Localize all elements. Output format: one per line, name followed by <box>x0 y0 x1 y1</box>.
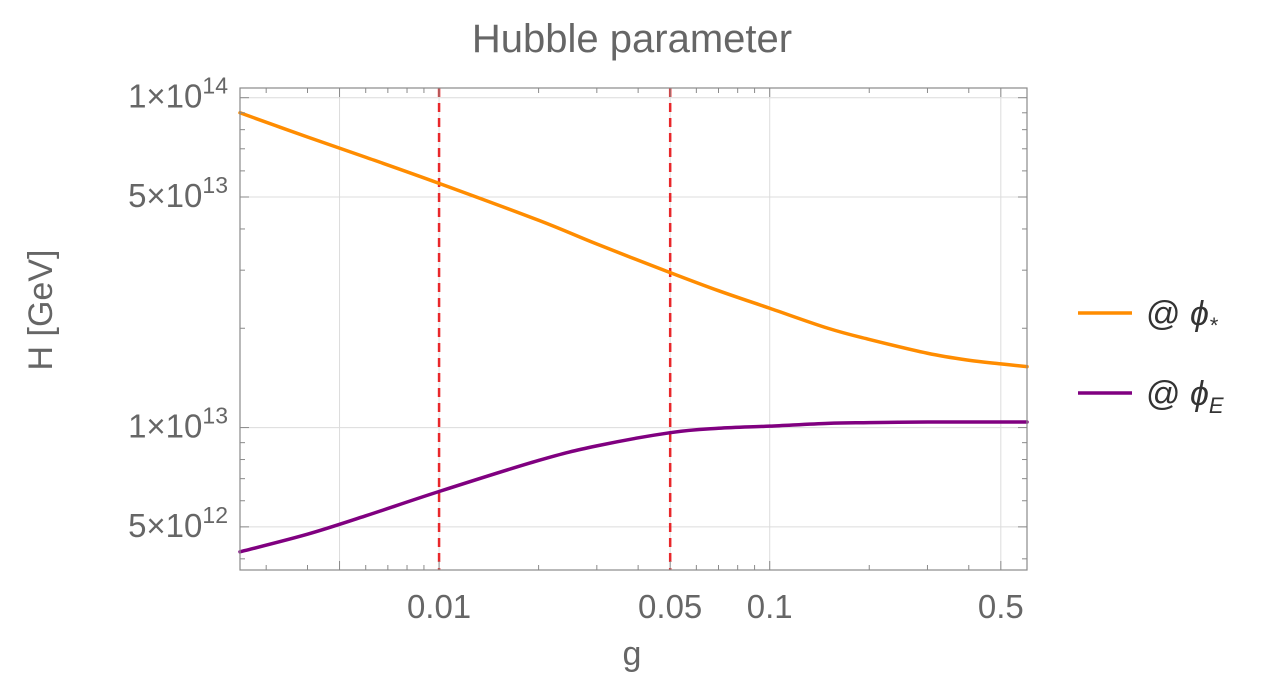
chart-title: Hubble parameter <box>472 17 792 61</box>
x-tick-label: 0.5 <box>978 588 1024 625</box>
y-tick-labels: 1×1014 5×1013 1×1013 5×1012 <box>128 73 228 544</box>
legend-entry: @ ϕ* <box>1146 295 1219 338</box>
y-tick-label: 5×1013 <box>128 172 228 214</box>
series-lines <box>238 111 1029 554</box>
series-line-1 <box>238 111 1029 369</box>
y-tick-label: 5×1012 <box>128 502 228 544</box>
plot-frame <box>239 87 1028 571</box>
x-tick-labels: 0.01 0.05 0.1 0.5 <box>407 588 1024 625</box>
legend: @ ϕ* @ ϕE <box>1078 295 1224 418</box>
y-tick-label: 1×1014 <box>128 73 228 115</box>
x-tick-label: 0.05 <box>638 588 702 625</box>
reference-lines <box>437 88 672 570</box>
x-tick-label: 0.1 <box>747 588 793 625</box>
minor-ticks <box>240 88 1027 570</box>
y-tick-label: 1×1013 <box>128 403 228 445</box>
x-axis-label: g <box>623 635 642 673</box>
legend-entry: @ ϕE <box>1146 375 1224 418</box>
y-axis-label: H [GeV] <box>22 250 60 371</box>
series-line-2 <box>238 420 1029 554</box>
x-tick-label: 0.01 <box>407 588 471 625</box>
